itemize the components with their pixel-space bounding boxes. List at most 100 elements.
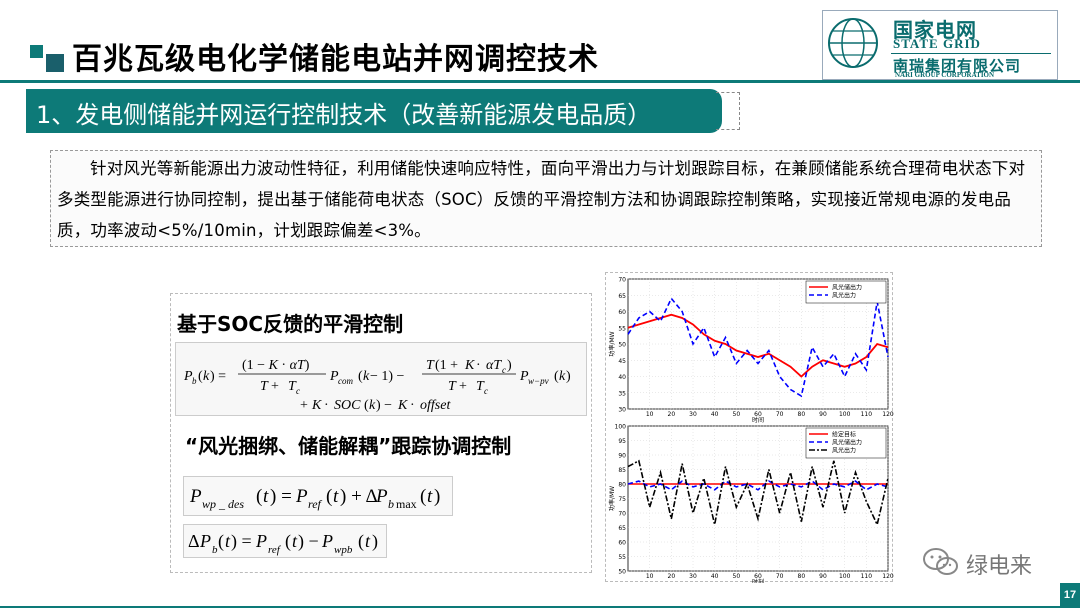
y-tick-label: 55 — [618, 554, 626, 561]
y-tick-label: 50 — [618, 342, 626, 349]
x-tick-label: 120 — [882, 573, 894, 580]
x-tick-label: 60 — [754, 411, 762, 418]
charts-svg: 30 35 40 45 50 55 60 65 70 10 20 30 40 50 60 70 80 90 100 1… — [608, 277, 894, 584]
svg-text:P: P — [329, 369, 339, 384]
logo-nari-name: 南瑞集团有限公司 — [893, 58, 1022, 75]
svg-text:(: ( — [285, 531, 291, 552]
svg-text:P: P — [189, 486, 202, 507]
svg-text:com: com — [338, 376, 353, 386]
svg-text:ref: ref — [308, 497, 323, 511]
svg-text:SOC: SOC — [334, 398, 361, 413]
y-tick-label: 40 — [618, 374, 626, 381]
title-accent-square — [46, 54, 64, 72]
y-tick-label: 65 — [618, 293, 626, 300]
svg-text:): ) — [566, 369, 571, 384]
svg-text:P: P — [519, 369, 529, 384]
svg-text:T: T — [260, 379, 269, 394]
svg-text:max: max — [396, 497, 417, 511]
y-tick-label: 60 — [618, 309, 626, 316]
svg-text:) + Δ: ) + Δ — [340, 486, 378, 507]
x-tick-label: 10 — [646, 573, 654, 580]
svg-text:(: ( — [358, 369, 363, 384]
logo-english-name: STATE GRID — [893, 36, 981, 51]
x-tick-label: 50 — [733, 573, 741, 580]
svg-text:αT: αT — [486, 358, 502, 373]
svg-text:b: b — [192, 376, 197, 386]
x-axis-label: 时间 — [752, 416, 764, 424]
svg-text:t: t — [225, 531, 231, 551]
x-tick-label: 10 — [646, 411, 654, 418]
x-tick-label: 40 — [711, 573, 719, 580]
svg-text:(: ( — [420, 486, 426, 507]
page-number: 17 — [1060, 583, 1080, 608]
x-tick-label: 110 — [861, 573, 873, 580]
x-tick-label: 40 — [711, 411, 719, 418]
svg-text:(: ( — [256, 486, 262, 507]
svg-text:(: ( — [358, 531, 364, 552]
svg-text:) =: ) = — [270, 486, 292, 507]
x-tick-label: 50 — [733, 411, 741, 418]
svg-text:(1 − K · αT): (1 − K · αT) — [242, 358, 310, 373]
x-axis-label: 时刻 — [752, 578, 764, 583]
svg-text:k: k — [203, 369, 210, 384]
y-tick-label: 50 — [618, 569, 626, 576]
y-tick-label: 70 — [618, 511, 626, 518]
state-grid-logo: 国家电网 STATE GRID 南瑞集团有限公司 NARI GROUP CORP… — [822, 10, 1058, 80]
series-line — [627, 313, 889, 378]
svg-text:Δ: Δ — [188, 531, 200, 551]
series-line — [627, 480, 889, 491]
y-tick-label: 85 — [618, 467, 626, 474]
svg-text:+: + — [300, 398, 308, 413]
soc-control-heading: 基于SOC反馈的平滑控制 — [177, 312, 404, 336]
title-accent-square — [30, 45, 43, 58]
methods-panel: 基于SOC反馈的平滑控制 P b (k) = (1 − K · αT) T + … — [170, 293, 592, 573]
legend-box — [805, 427, 887, 459]
legend-label: 风光储出力 — [832, 439, 862, 447]
svg-text:ref: ref — [268, 544, 282, 556]
y-tick-label: 30 — [618, 407, 626, 414]
svg-text:b: b — [212, 544, 218, 556]
x-tick-label: 100 — [839, 573, 851, 580]
svg-text:·: · — [410, 398, 415, 413]
x-tick-label: 80 — [798, 411, 806, 418]
svg-text:b: b — [388, 497, 394, 511]
svg-text:·: · — [476, 358, 481, 373]
y-tick-label: 80 — [618, 482, 626, 489]
svg-text:P: P — [321, 531, 333, 551]
y-axis-label: 功率/MW — [608, 486, 616, 511]
series-line — [627, 459, 889, 528]
svg-text:P: P — [183, 369, 193, 384]
svg-text:K: K — [397, 398, 408, 413]
description-text: 针对风光等新能源出力波动性特征，利用储能快速响应特性，面向平滑出力与计划跟踪目标… — [57, 159, 1026, 240]
svg-text:(: ( — [198, 369, 203, 384]
svg-text:(: ( — [218, 531, 224, 552]
section-banner-outline — [716, 92, 740, 130]
legend-label: 风光出力 — [832, 292, 856, 300]
watermark-text: 绿电来 — [966, 554, 1033, 579]
svg-text:wpb: wpb — [334, 544, 353, 556]
legend-label: 风光储出力 — [832, 284, 862, 292]
globe-icon — [828, 18, 878, 68]
svg-text:) −: ) − — [298, 531, 319, 552]
svg-text:P: P — [295, 486, 308, 507]
tracking-control-heading: “风光捆绑、储能解耦”跟踪协调控制 — [185, 434, 512, 458]
wechat-icon — [923, 548, 958, 575]
y-tick-label: 65 — [618, 525, 626, 532]
svg-text:K: K — [464, 358, 475, 373]
svg-text:t: t — [333, 486, 339, 507]
x-tick-label: 70 — [776, 573, 784, 580]
description-box: 针对风光等新能源出力波动性特征，利用储能快速响应特性，面向平滑出力与计划跟踪目标… — [50, 150, 1042, 247]
svg-text:): ) — [434, 486, 440, 507]
y-tick-label: 95 — [618, 438, 626, 445]
x-tick-label: 80 — [798, 573, 806, 580]
y-tick-label: 45 — [618, 358, 626, 365]
x-tick-label: 90 — [819, 411, 827, 418]
x-tick-label: 110 — [861, 411, 873, 418]
section-banner: 1、发电侧储能并网运行控制技术（改善新能源发电品质） — [26, 89, 722, 133]
svg-text:) =: ) = — [231, 531, 252, 552]
